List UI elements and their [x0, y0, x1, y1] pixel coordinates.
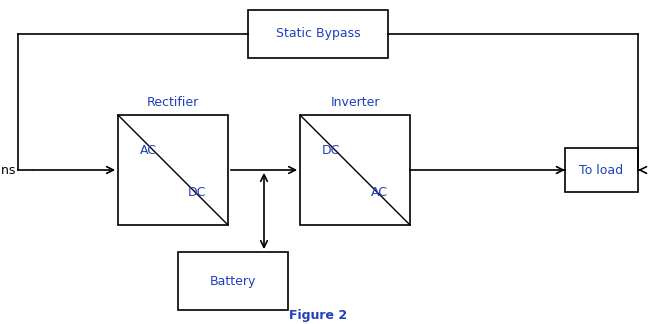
Text: AC: AC	[140, 144, 157, 157]
Text: Inverter: Inverter	[330, 96, 380, 109]
Text: Battery: Battery	[210, 274, 256, 287]
Text: Rectifier: Rectifier	[147, 96, 199, 109]
Bar	[565, 148, 638, 192]
Bar	[118, 115, 228, 225]
Text: AC: AC	[371, 186, 388, 199]
Bar	[178, 252, 288, 310]
Text: Figure 2: Figure 2	[289, 308, 347, 321]
Text: Static Bypass: Static Bypass	[276, 28, 360, 40]
Text: DC: DC	[322, 144, 340, 157]
Text: DC: DC	[188, 186, 206, 199]
Text: To load: To load	[579, 164, 624, 177]
Text: Mains: Mains	[0, 164, 16, 177]
Bar	[248, 10, 388, 58]
Bar	[300, 115, 410, 225]
